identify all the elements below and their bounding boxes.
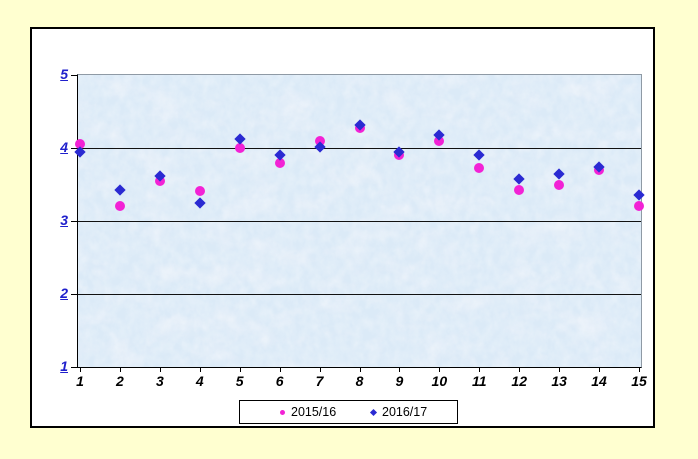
y-axis-tick — [71, 293, 77, 295]
x-axis-tick-label: 2 — [116, 373, 124, 389]
x-axis-tick — [599, 367, 601, 372]
x-axis-tick — [439, 367, 441, 372]
legend-item-2016-17: 2016/17 — [369, 401, 428, 423]
x-axis-tick — [639, 367, 640, 372]
y-axis-tick-label: 2 — [60, 285, 68, 301]
chart-frame: 1 2 3 4 5 1 2 3 4 5 6 7 8 9 10 11 12 13 14 15 2015/16 2016/… — [30, 27, 655, 428]
y-gridline — [78, 293, 641, 295]
y-axis-tick-label: 1 — [60, 358, 68, 374]
x-axis-tick — [359, 367, 361, 372]
legend-item-2015-16: 2015/16 — [280, 401, 336, 423]
x-axis-tick-label: 12 — [511, 373, 527, 389]
x-axis-tick-label: 13 — [551, 373, 567, 389]
x-axis-tick-label: 8 — [355, 373, 364, 389]
legend-label: 2015/16 — [291, 405, 337, 419]
x-axis-tick-label: 4 — [195, 373, 204, 389]
y-axis-tick-label: 4 — [60, 139, 68, 155]
x-axis-tick — [399, 367, 401, 372]
x-axis-tick-label: 3 — [155, 373, 164, 389]
data-point-2015-16 — [114, 201, 125, 212]
x-axis-tick-label: 15 — [631, 373, 647, 389]
x-axis-tick-label: 1 — [76, 373, 84, 389]
y-axis-tick — [71, 74, 77, 76]
x-axis-tick — [239, 367, 241, 372]
legend-circle-marker-icon — [280, 409, 285, 415]
x-axis-tick-label: 10 — [431, 373, 448, 389]
data-point-2015-16 — [314, 135, 325, 146]
legend: 2015/16 2016/17 — [239, 400, 458, 424]
x-axis-tick-label: 9 — [395, 373, 404, 389]
x-axis-tick-label: 7 — [315, 373, 324, 389]
x-axis-tick — [479, 367, 481, 372]
data-point-2015-16 — [474, 163, 485, 174]
y-axis-tick-label: 3 — [60, 212, 68, 228]
x-axis-tick-label: 5 — [235, 373, 244, 389]
data-point-2015-16 — [434, 135, 445, 146]
data-point-2015-16 — [75, 139, 85, 150]
legend-diamond-marker-icon — [369, 408, 378, 416]
x-axis-tick-label: 11 — [472, 373, 487, 389]
x-axis-tick — [519, 367, 521, 372]
y-axis-tick-label: 5 — [60, 66, 68, 82]
x-axis-tick — [199, 367, 201, 372]
legend-label: 2016/17 — [382, 405, 428, 419]
y-gridline — [78, 147, 641, 149]
data-point-2015-16 — [274, 157, 285, 168]
plot-area: 1 2 3 4 5 1 2 3 4 5 6 7 8 9 10 11 12 13 14 15 — [60, 67, 647, 389]
y-gridline — [78, 220, 641, 222]
x-axis-tick — [159, 367, 161, 372]
y-axis-tick — [71, 220, 77, 222]
x-axis-tick — [119, 367, 121, 372]
data-point-2015-16 — [634, 201, 644, 212]
y-axis-tick — [71, 366, 77, 368]
data-point-2015-16 — [194, 186, 205, 197]
x-axis-tick — [279, 367, 281, 372]
x-axis-tick — [559, 367, 561, 372]
data-point-2015-16 — [554, 179, 565, 190]
x-axis-tick — [80, 367, 81, 372]
x-axis-tick-label: 6 — [275, 373, 284, 389]
y-axis-tick — [71, 147, 77, 149]
data-point-2015-16 — [234, 143, 245, 153]
x-axis-tick — [319, 367, 321, 372]
data-point-2015-16 — [514, 185, 525, 196]
x-axis-tick-label: 14 — [591, 373, 607, 389]
